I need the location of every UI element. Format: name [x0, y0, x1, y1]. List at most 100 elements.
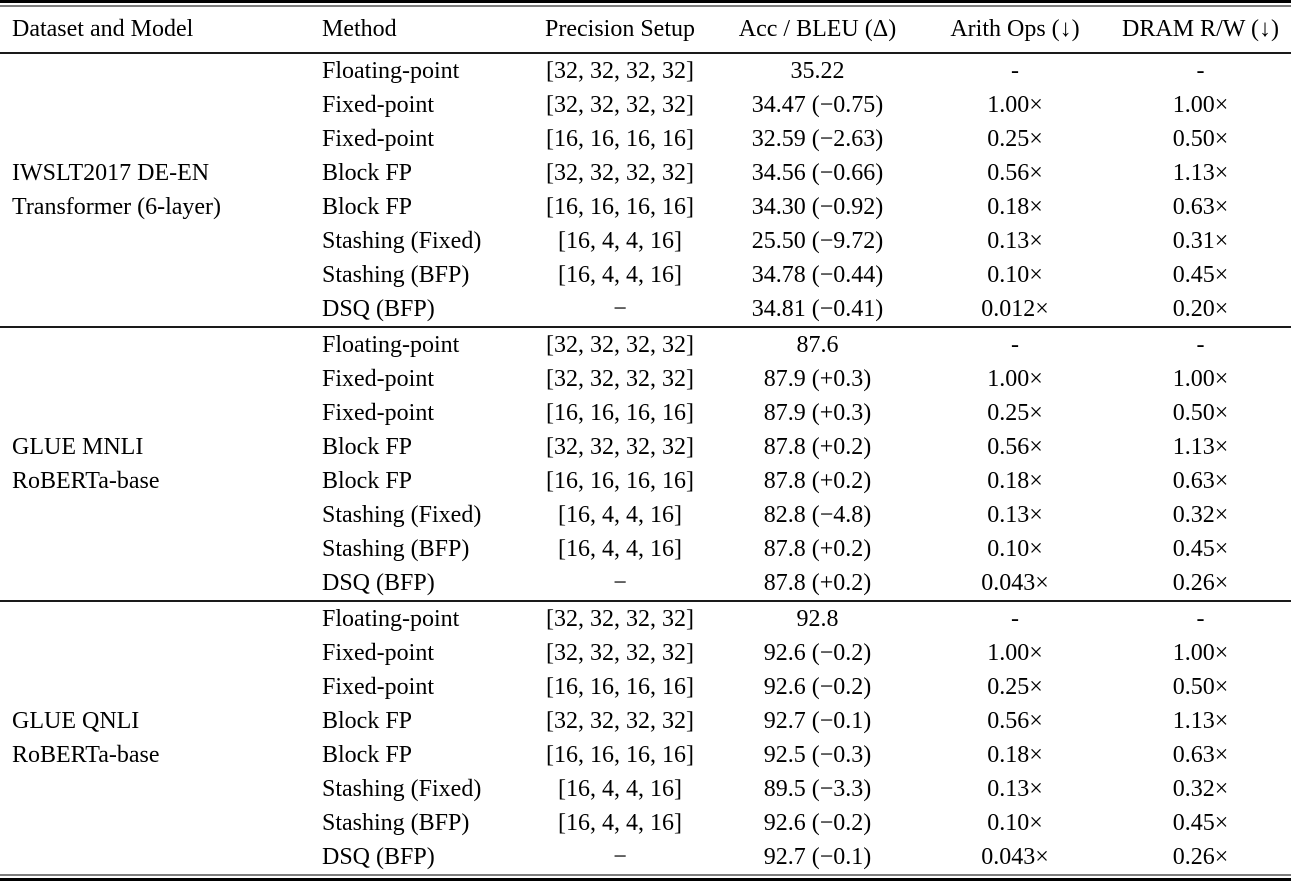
method-cell: Fixed-point	[322, 399, 434, 426]
table-row: GLUE MNLI RoBERTa-base Floating-point [32, …	[0, 327, 1291, 602]
precision-cell: [16, 16, 16, 16]	[546, 399, 694, 426]
table-row: Block FP [32, 32, 32, 32] 34.56 (−0.66) 0.5…	[0, 156, 1291, 190]
method-cell: Floating-point	[322, 331, 460, 358]
precision-cell: [32, 32, 32, 32]	[546, 605, 694, 632]
precision-cell: [32, 32, 32, 32]	[546, 365, 694, 392]
arith-ops-cell: 0.56×	[987, 433, 1043, 460]
acc-bleu-cell: 35.22	[790, 57, 845, 84]
table-body: IWSLT2017 DE-EN Transformer (6-layer) Floa…	[0, 53, 1291, 874]
arith-ops-cell: 0.10×	[987, 809, 1043, 836]
precision-cell: −	[525, 292, 715, 328]
method-cell: Stashing (Fixed)	[322, 775, 482, 802]
table-row: DSQ (BFP) −87.8 (+0.2) 0.043× 0.26×	[0, 566, 1291, 602]
method-cell: DSQ (BFP)	[310, 566, 525, 602]
table-row: Fixed-point [16, 16, 16, 16] 87.9 (+0.3) 0.…	[0, 396, 1291, 430]
method-cell: Floating-point	[322, 605, 460, 632]
dram-rw-cell: 0.63×	[1172, 193, 1229, 220]
arith-ops-cell: 0.13×	[987, 775, 1043, 802]
dram-rw-cell: 0.45×	[1172, 535, 1229, 562]
dram-rw-cell: 0.45×	[1172, 809, 1229, 836]
method-cell: Fixed-point	[322, 673, 434, 700]
method-cell: DSQ (BFP)	[310, 292, 525, 328]
bottom-rule-gap	[0, 876, 1291, 878]
acc-bleu-cell: 87.6	[796, 331, 839, 358]
acc-bleu-cell: 34.47 (−0.75)	[751, 91, 884, 118]
precision-cell: [16, 16, 16, 16]	[546, 193, 694, 220]
dataset-line: GLUE QNLI	[12, 708, 140, 734]
acc-bleu-cell: 92.5 (−0.3)	[763, 741, 872, 768]
dram-rw-cell: 0.50×	[1172, 673, 1229, 700]
arith-ops-cell: 0.25×	[987, 125, 1043, 152]
col-header-precision-setup: Precision Setup	[525, 7, 715, 54]
table-row: Fixed-point [32, 32, 32, 32] 34.47 (−0.75)…	[0, 88, 1291, 122]
precision-cell: −	[525, 566, 715, 602]
arith-ops-cell: 0.13×	[987, 501, 1043, 528]
precision-cell: [16, 16, 16, 16]	[546, 673, 694, 700]
arith-ops-cell: 1.00×	[987, 91, 1043, 118]
acc-bleu-cell: 87.8 (+0.2)	[715, 566, 920, 602]
dram-rw-cell: 0.63×	[1172, 467, 1229, 494]
table-row: Fixed-point [32, 32, 32, 32] 92.6 (−0.2) 1.…	[0, 636, 1291, 670]
dram-rw-cell: 0.26×	[1110, 566, 1291, 602]
method-cell: Block FP	[322, 707, 413, 734]
acc-bleu-cell: 92.6 (−0.2)	[763, 639, 872, 666]
header-row: Dataset and Model Method Precision Setup…	[0, 7, 1291, 54]
precision-cell: [16, 4, 4, 16]	[558, 775, 682, 802]
arith-ops-cell: 0.10×	[987, 535, 1043, 562]
dram-rw-cell: 1.00×	[1172, 639, 1229, 666]
precision-cell: [32, 32, 32, 32]	[546, 639, 694, 666]
acc-bleu-cell: 92.7 (−0.1)	[763, 707, 872, 734]
table-row: Block FP [16, 16, 16, 16] 92.5 (−0.3) 0.18×…	[0, 738, 1291, 772]
precision-cell: [32, 32, 32, 32]	[546, 91, 694, 118]
dataset-line: Transformer (6-layer)	[12, 194, 222, 220]
acc-bleu-cell: 34.30 (−0.92)	[751, 193, 884, 220]
bottom-rule-thick	[0, 878, 1291, 881]
dram-rw-cell: 0.63×	[1172, 741, 1229, 768]
method-cell: Block FP	[322, 467, 413, 494]
dataset-model-cell: GLUE MNLI RoBERTa-base	[0, 327, 310, 602]
arith-ops-cell: -	[1011, 57, 1019, 84]
acc-bleu-cell: 25.50 (−9.72)	[751, 227, 884, 254]
dram-rw-cell: -	[1196, 57, 1205, 84]
acc-bleu-cell: 89.5 (−3.3)	[763, 775, 872, 802]
arith-ops-cell: 0.25×	[987, 399, 1043, 426]
dram-rw-cell: -	[1196, 331, 1205, 358]
acc-bleu-cell: 92.8	[796, 605, 839, 632]
table-row: DSQ (BFP) − 92.7 (−0.1) 0.043× 0.26×	[0, 840, 1291, 874]
arith-ops-cell: 0.18×	[987, 193, 1043, 220]
dram-rw-cell: 0.20×	[1110, 292, 1291, 328]
dram-rw-cell: 1.00×	[1172, 91, 1229, 118]
arith-ops-cell: 0.18×	[987, 467, 1043, 494]
precision-cell: [16, 16, 16, 16]	[546, 467, 694, 494]
arith-ops-cell: 1.00×	[987, 639, 1043, 666]
table-row: Block FP [32, 32, 32, 32] 92.7 (−0.1) 0.56×…	[0, 704, 1291, 738]
table-row: Block FP [32, 32, 32, 32] 87.8 (+0.2) 0.56×…	[0, 430, 1291, 464]
table-row: IWSLT2017 DE-EN Transformer (6-layer) Floa…	[0, 53, 1291, 328]
table-header: Dataset and Model Method Precision Setup…	[0, 7, 1291, 54]
arith-ops-cell: 0.043×	[981, 843, 1049, 870]
table-row: DSQ (BFP) −34.81 (−0.41) 0.012× 0.20×	[0, 292, 1291, 328]
acc-bleu-cell: 87.8 (+0.2)	[763, 433, 872, 460]
method-cell: Block FP	[322, 159, 413, 186]
arith-ops-cell: 1.00×	[987, 365, 1043, 392]
method-cell: Block FP	[322, 193, 413, 220]
method-cell: Stashing (Fixed)	[322, 501, 482, 528]
arith-ops-cell: 0.043×	[920, 566, 1110, 602]
dataset-line: IWSLT2017 DE-EN	[12, 160, 210, 186]
arith-ops-cell: -	[1011, 331, 1019, 358]
table-row: Stashing (BFP) [16, 4, 4, 16] 87.8 (+0.2) 0…	[0, 532, 1291, 566]
table-row: Stashing (BFP) [16, 4, 4, 16] 92.6 (−0.2) 0…	[0, 806, 1291, 840]
col-header-dram-rw: DRAM R/W (↓)	[1110, 7, 1291, 54]
dram-rw-cell: 1.13×	[1172, 433, 1229, 460]
arith-ops-cell: 0.56×	[987, 707, 1043, 734]
dram-rw-cell: 0.32×	[1172, 775, 1229, 802]
acc-bleu-cell: 87.9 (+0.3)	[763, 399, 872, 426]
precision-cell: [16, 16, 16, 16]	[546, 125, 694, 152]
method-cell: Fixed-point	[322, 639, 434, 666]
top-rule-gap	[0, 3, 1291, 5]
dram-rw-cell: 0.31×	[1172, 227, 1229, 254]
arith-ops-cell: 0.13×	[987, 227, 1043, 254]
acc-bleu-cell: 82.8 (−4.8)	[763, 501, 872, 528]
col-header-method: Method	[310, 7, 525, 54]
